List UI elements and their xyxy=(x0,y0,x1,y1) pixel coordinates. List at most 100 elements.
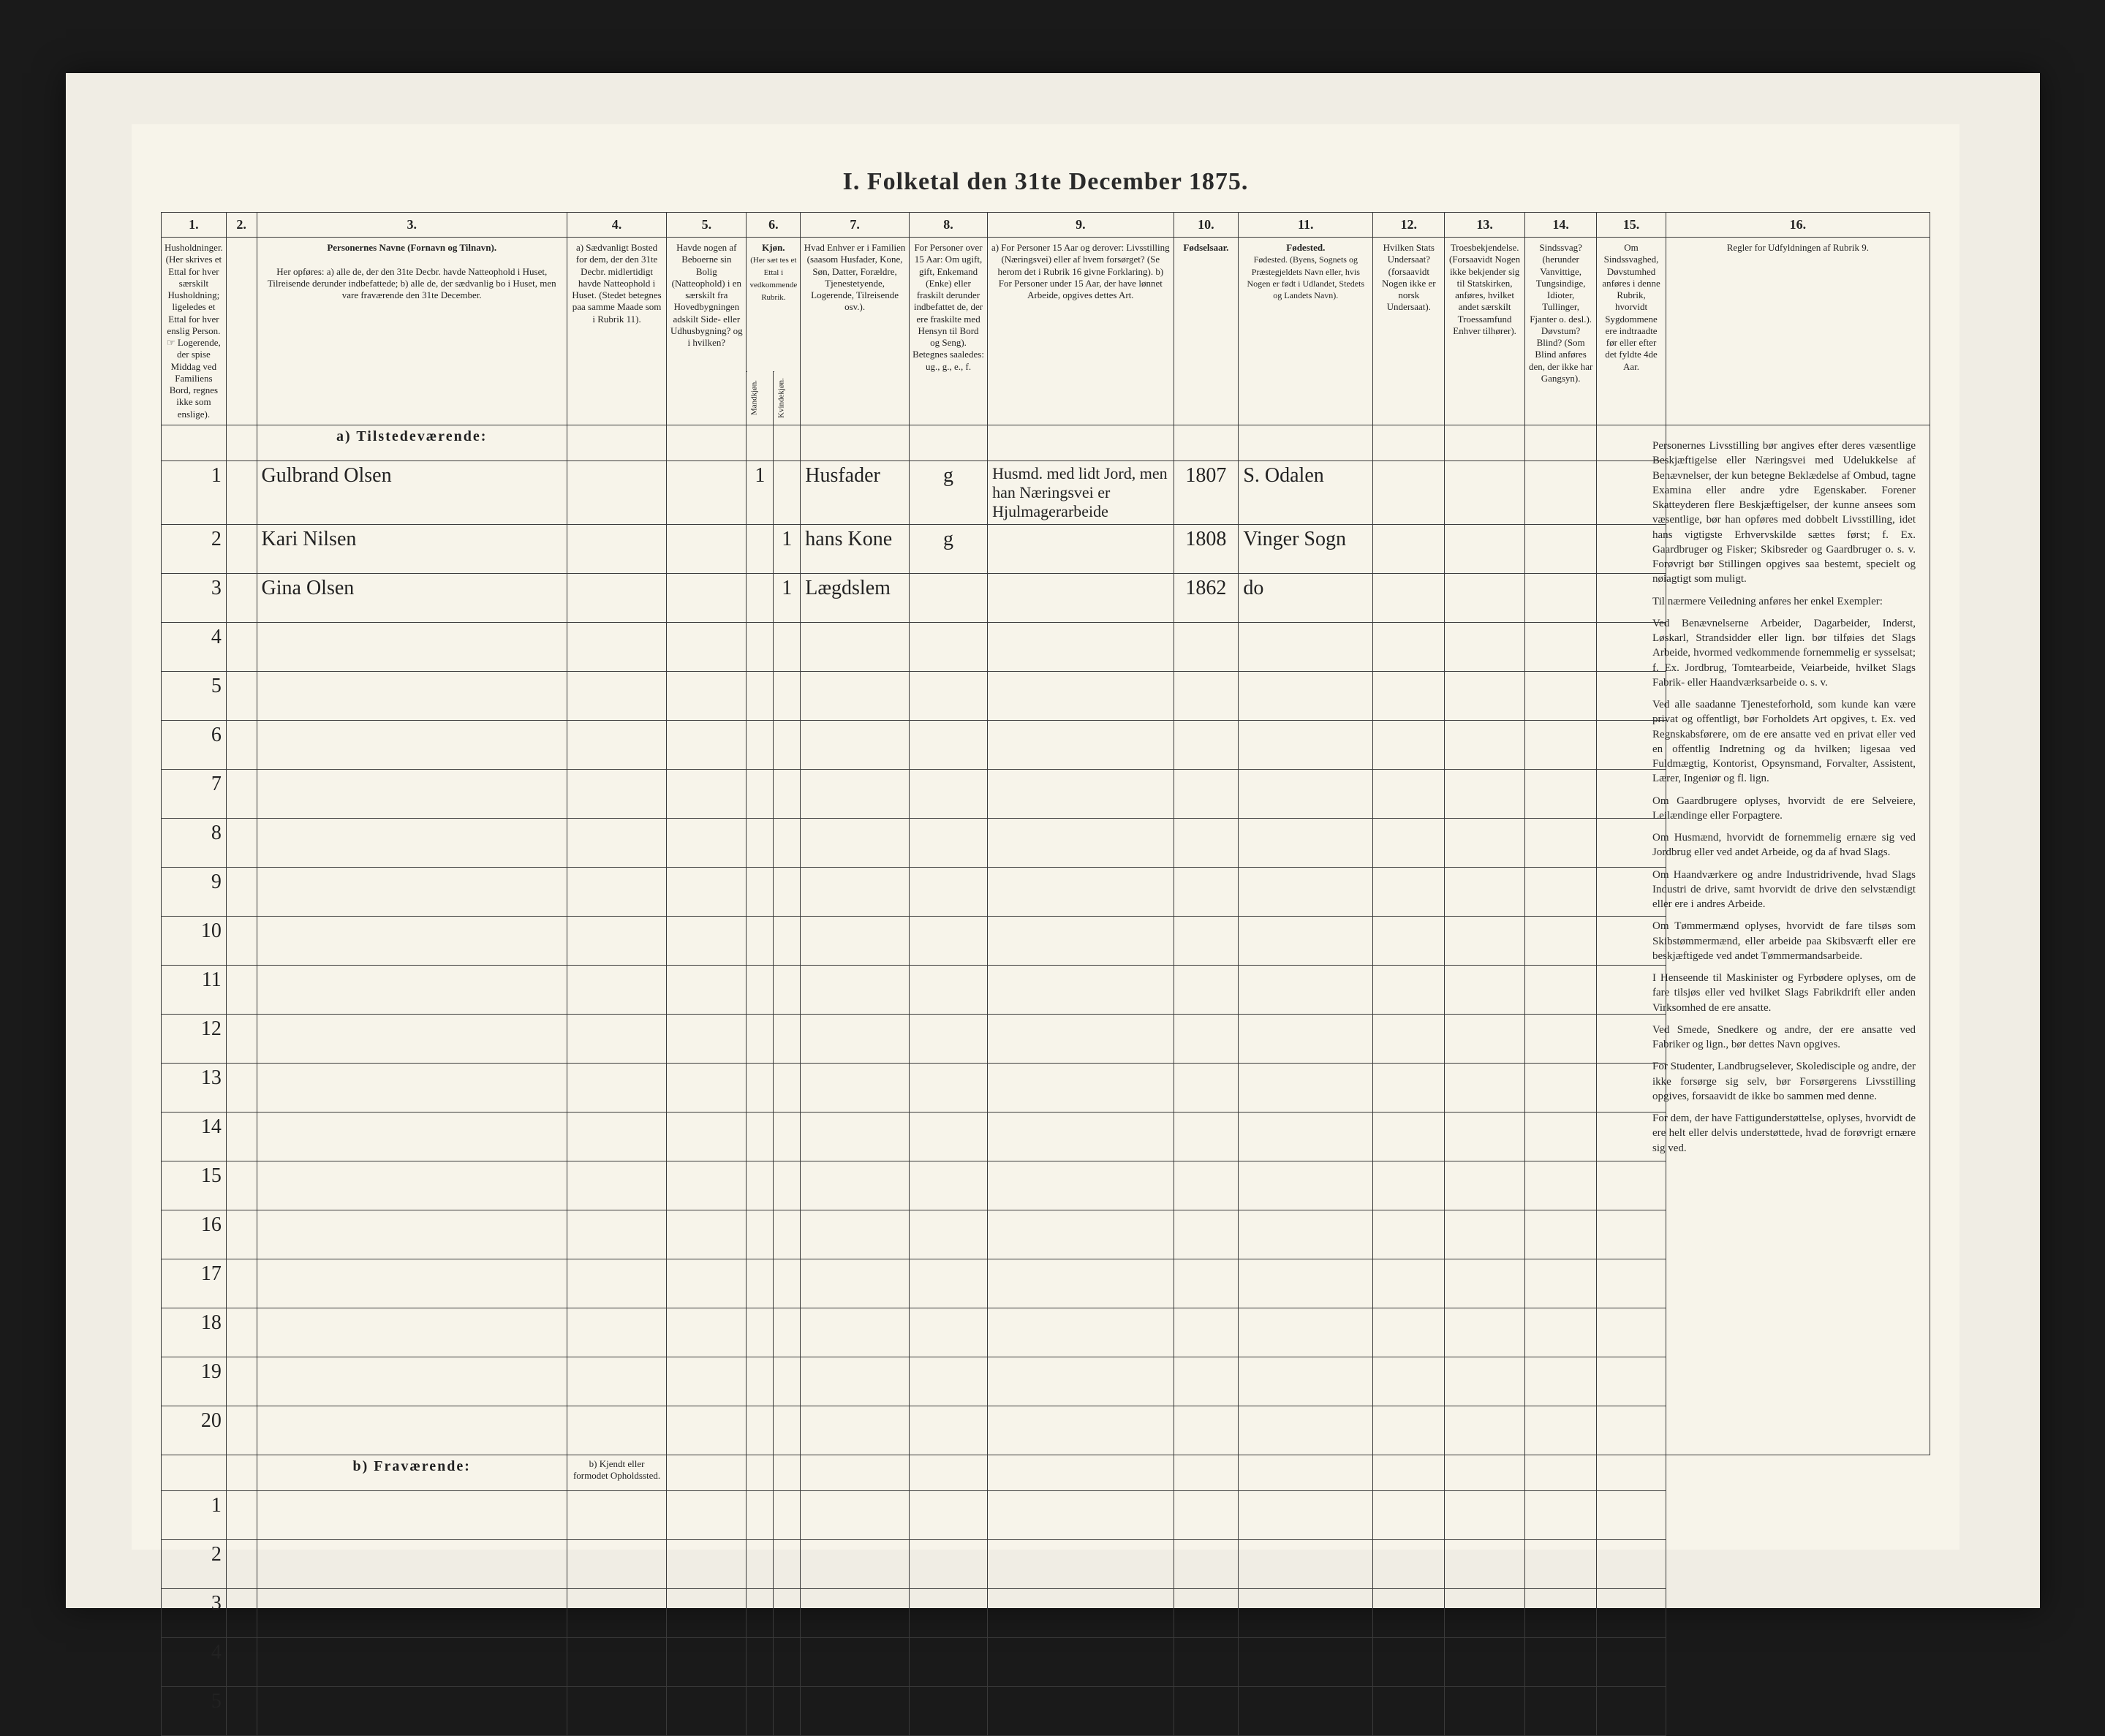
sex-female xyxy=(774,1161,801,1210)
cell xyxy=(1445,460,1525,524)
cell xyxy=(1373,1112,1445,1161)
cell xyxy=(567,1210,666,1259)
cell xyxy=(667,818,747,867)
person-name xyxy=(257,1539,567,1588)
row-number: 13 xyxy=(162,1063,227,1112)
sex-male: 1 xyxy=(747,460,774,524)
sex-male xyxy=(747,1210,774,1259)
sex-female xyxy=(774,1210,801,1259)
hdr-c3-title: Personernes Navne (Fornavn og Tilnavn). xyxy=(327,242,496,253)
cell xyxy=(667,965,747,1014)
instruction-paragraph: Til nærmere Veiledning anføres her enkel… xyxy=(1652,594,1916,609)
sex-female xyxy=(774,1539,801,1588)
family-position xyxy=(801,1539,910,1588)
row-number: 17 xyxy=(162,1259,227,1308)
sex-male xyxy=(747,671,774,720)
table-row: 20 xyxy=(162,1406,1930,1455)
sex-male xyxy=(747,1686,774,1735)
row-number: 15 xyxy=(162,1161,227,1210)
table-row: 1 xyxy=(162,1490,1930,1539)
colnum-4: 4. xyxy=(567,213,666,238)
row-number: 11 xyxy=(162,965,227,1014)
cell xyxy=(1445,1588,1525,1637)
birth-year xyxy=(1174,1112,1239,1161)
cell xyxy=(1445,916,1525,965)
civil-status xyxy=(909,1637,987,1686)
birth-place xyxy=(1239,818,1373,867)
occupation xyxy=(988,524,1174,573)
cell xyxy=(1373,1539,1445,1588)
column-number-row: 1. 2. 3. 4. 5. 6. 7. 8. 9. 10. 11. 12. 1… xyxy=(162,213,1930,238)
cell xyxy=(667,867,747,916)
sex-male xyxy=(747,1588,774,1637)
birth-place xyxy=(1239,1539,1373,1588)
cell xyxy=(567,769,666,818)
occupation xyxy=(988,769,1174,818)
cell xyxy=(226,1063,257,1112)
cell xyxy=(1373,524,1445,573)
cell xyxy=(226,1357,257,1406)
cell xyxy=(567,622,666,671)
civil-status xyxy=(909,1259,987,1308)
cell xyxy=(1373,916,1445,965)
cell xyxy=(1597,1686,1666,1735)
cell xyxy=(667,1161,747,1210)
cell xyxy=(1373,818,1445,867)
cell xyxy=(667,1588,747,1637)
person-name xyxy=(257,1259,567,1308)
sex-female xyxy=(774,1637,801,1686)
birth-place xyxy=(1239,1490,1373,1539)
sex-male xyxy=(747,867,774,916)
sex-female xyxy=(774,1357,801,1406)
civil-status xyxy=(909,573,987,622)
cell xyxy=(1373,1490,1445,1539)
cell xyxy=(1524,916,1597,965)
sex-male xyxy=(747,720,774,769)
cell xyxy=(1445,867,1525,916)
cell xyxy=(1445,1014,1525,1063)
family-position xyxy=(801,622,910,671)
row-number: 7 xyxy=(162,769,227,818)
cell xyxy=(667,1259,747,1308)
page-title: I. Folketal den 31te December 1875. xyxy=(132,168,1959,196)
section-absent-label: b) Fraværende: b) Kjendt eller formodet … xyxy=(162,1455,1930,1490)
birth-year: 1862 xyxy=(1174,573,1239,622)
birth-place: Vinger Sogn xyxy=(1239,524,1373,573)
cell xyxy=(567,1259,666,1308)
cell xyxy=(667,1490,747,1539)
cell xyxy=(1373,720,1445,769)
person-name xyxy=(257,1210,567,1259)
row-number: 3 xyxy=(162,573,227,622)
birth-year xyxy=(1174,965,1239,1014)
family-position xyxy=(801,1686,910,1735)
family-position xyxy=(801,1308,910,1357)
sex-female: 1 xyxy=(774,524,801,573)
birth-place: do xyxy=(1239,573,1373,622)
cell xyxy=(226,460,257,524)
column-header-row: Husholdninger. (Her skrives et Ettal for… xyxy=(162,238,1930,372)
cell xyxy=(1597,1357,1666,1406)
birth-year: 1807 xyxy=(1174,460,1239,524)
family-position xyxy=(801,867,910,916)
cell xyxy=(226,916,257,965)
cell xyxy=(667,460,747,524)
colnum-11: 11. xyxy=(1239,213,1373,238)
row-number: 1 xyxy=(162,1490,227,1539)
cell xyxy=(567,1406,666,1455)
cell xyxy=(1445,1637,1525,1686)
sex-female xyxy=(774,769,801,818)
family-position xyxy=(801,916,910,965)
sex-female xyxy=(774,1686,801,1735)
family-position xyxy=(801,1063,910,1112)
cell xyxy=(226,1259,257,1308)
cell xyxy=(1524,1014,1597,1063)
hdr-c3-body: Her opføres: a) alle de, der den 31te De… xyxy=(268,266,556,301)
table-row: 16 xyxy=(162,1210,1930,1259)
sex-male xyxy=(747,1112,774,1161)
cell xyxy=(1373,867,1445,916)
cell xyxy=(226,1539,257,1588)
cell xyxy=(1445,1406,1525,1455)
cell xyxy=(226,1014,257,1063)
family-position xyxy=(801,1406,910,1455)
row-number: 10 xyxy=(162,916,227,965)
